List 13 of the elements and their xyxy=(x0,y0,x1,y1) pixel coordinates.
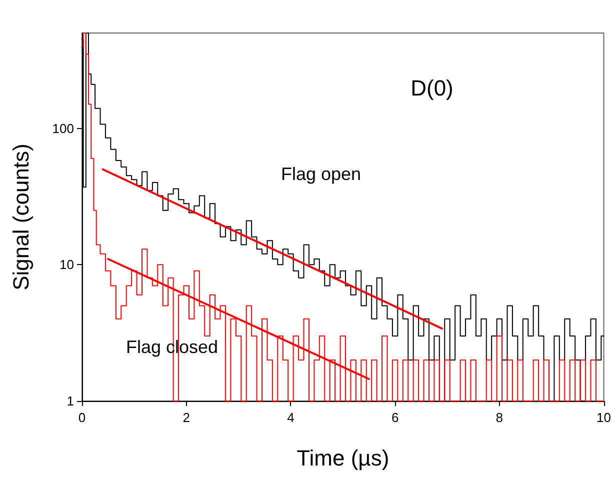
x-axis-title: Time (µs) xyxy=(296,446,390,470)
annotation: D(0) xyxy=(410,76,454,100)
x-tick-label: 4 xyxy=(287,410,294,425)
x-tick-label: 6 xyxy=(391,410,399,425)
x-tick-label: 0 xyxy=(78,410,86,425)
annotation: Flag open xyxy=(280,164,362,184)
y-tick-label: 100 xyxy=(52,120,74,136)
y-axis-title: Signal (counts) xyxy=(8,144,34,290)
x-tick-label: 2 xyxy=(182,410,190,425)
y-tick-label: 10 xyxy=(60,257,74,272)
x-tick-label: 10 xyxy=(596,410,612,425)
y-tick-label: 1 xyxy=(66,394,74,408)
x-tick-label: 8 xyxy=(496,410,504,425)
